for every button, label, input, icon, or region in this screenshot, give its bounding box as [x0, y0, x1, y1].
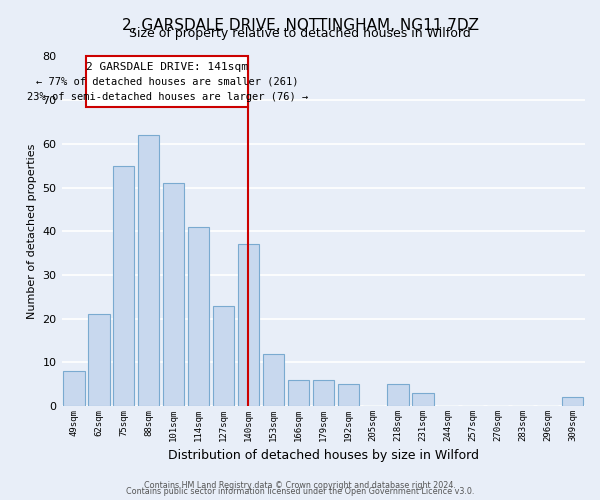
Bar	[213, 306, 234, 406]
Bar	[313, 380, 334, 406]
Bar	[188, 227, 209, 406]
Text: 2, GARSDALE DRIVE, NOTTINGHAM, NG11 7DZ: 2, GARSDALE DRIVE, NOTTINGHAM, NG11 7DZ	[121, 18, 479, 32]
Bar	[113, 166, 134, 406]
Bar	[138, 135, 160, 406]
Bar	[388, 384, 409, 406]
Bar	[88, 314, 110, 406]
Bar	[263, 354, 284, 406]
Text: 2 GARSDALE DRIVE: 141sqm: 2 GARSDALE DRIVE: 141sqm	[86, 62, 248, 72]
Bar	[412, 393, 434, 406]
Text: ← 77% of detached houses are smaller (261): ← 77% of detached houses are smaller (26…	[36, 76, 299, 86]
Text: Size of property relative to detached houses in Wilford: Size of property relative to detached ho…	[129, 28, 471, 40]
Bar	[288, 380, 309, 406]
Text: Contains HM Land Registry data © Crown copyright and database right 2024.: Contains HM Land Registry data © Crown c…	[144, 480, 456, 490]
X-axis label: Distribution of detached houses by size in Wilford: Distribution of detached houses by size …	[168, 450, 479, 462]
Y-axis label: Number of detached properties: Number of detached properties	[27, 144, 37, 319]
Bar	[562, 398, 583, 406]
Text: 23% of semi-detached houses are larger (76) →: 23% of semi-detached houses are larger (…	[27, 92, 308, 102]
Text: Contains public sector information licensed under the Open Government Licence v3: Contains public sector information licen…	[126, 488, 474, 496]
Bar	[64, 371, 85, 406]
FancyBboxPatch shape	[86, 56, 248, 107]
Bar	[338, 384, 359, 406]
Bar	[163, 183, 184, 406]
Bar	[238, 244, 259, 406]
